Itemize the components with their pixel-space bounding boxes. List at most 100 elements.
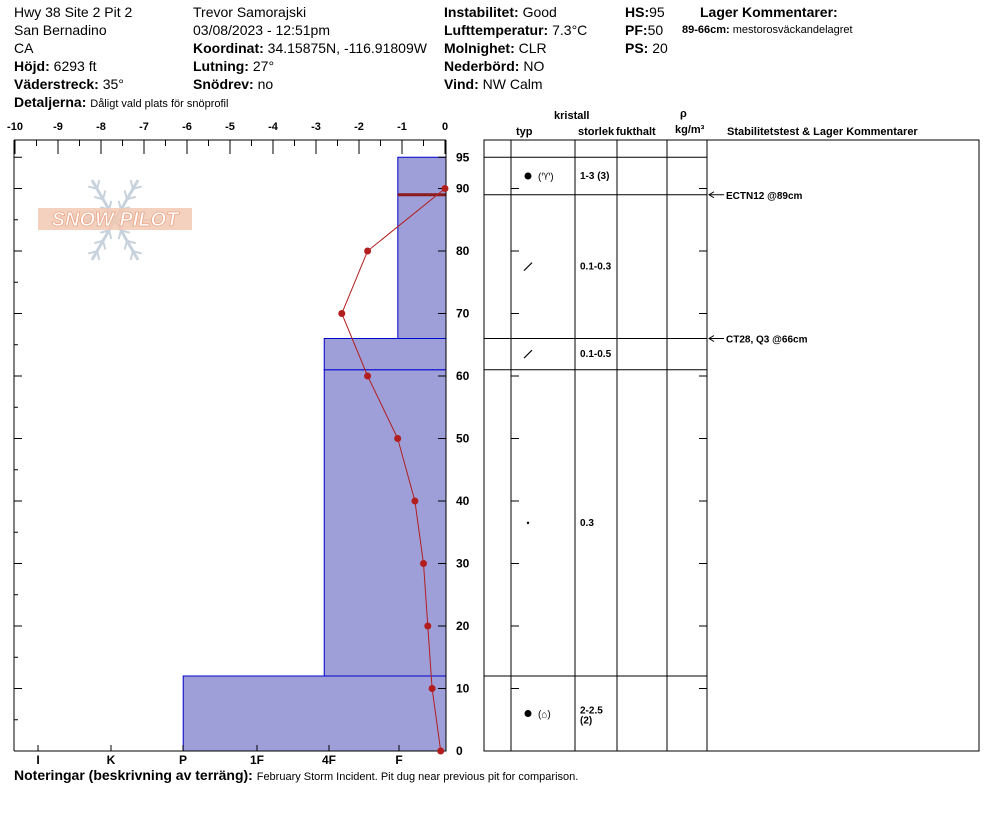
sky-label: Molnighet:	[444, 40, 515, 56]
aspect-label: Väderstreck:	[14, 76, 99, 92]
details-value: Dåligt vald plats för snöprofil	[90, 98, 229, 110]
snowflake-branch	[88, 185, 98, 190]
logo-text: SNOW PILOT	[52, 209, 180, 231]
temp-point	[364, 247, 372, 255]
snowflake-branch	[100, 229, 110, 234]
logo-band	[38, 208, 192, 230]
slope-value: 27°	[252, 58, 275, 74]
pf-label: PF:	[625, 22, 648, 38]
layer-comment-row: 89-66cm: mestorosväckandelagret	[682, 24, 853, 37]
height-tick-label: 90	[456, 182, 470, 196]
snowflake-branch	[108, 230, 113, 240]
temp-point	[428, 685, 436, 692]
snowflake-branch	[88, 250, 98, 255]
temp-tick-label: -8	[96, 121, 106, 133]
chart-frame: -10 -9 -8 -7 -6 -5 -4 -3 -2 -1 0010203040506070809…	[7, 121, 470, 767]
airtemp-label: Lufttemperatur:	[444, 22, 549, 38]
sky-value: CLR	[518, 40, 547, 56]
drift-row: Snödrev: no	[193, 76, 273, 92]
elevation-label: Höjd:	[14, 58, 50, 74]
stability-test-label: ECTN12 @89cm	[726, 191, 803, 202]
temp-tick-label: -4	[268, 121, 279, 133]
hardness-layer-2	[323, 338, 447, 371]
ps-row: PS: 20	[625, 40, 668, 56]
hardness-layer-0	[182, 675, 447, 752]
layer-comments-label: Lager Kommentarer:	[700, 4, 838, 20]
crystal-symbol	[524, 710, 532, 717]
pf-row: PF:50	[625, 22, 663, 38]
precip-row: Nederbörd: NO	[444, 58, 544, 74]
crystal-size: (2)	[580, 716, 592, 727]
height-tick-label: 50	[456, 432, 470, 446]
details-row: Detaljerna: Dåligt vald plats för snöpro…	[14, 94, 228, 111]
region: San Bernadino	[14, 22, 107, 38]
snowflake-branch	[129, 179, 134, 190]
precip-value: NO	[523, 58, 545, 74]
snowflake-branch	[117, 230, 122, 240]
crystal-secondary: (♈)	[538, 172, 554, 183]
snowflake-branch	[102, 240, 107, 250]
temp-point	[411, 497, 419, 505]
stability-arrow-head	[708, 335, 715, 342]
ps-value: 20	[652, 40, 668, 56]
col-density-unit: kg/m³	[675, 124, 705, 136]
stability-row: Instabilitet: Good	[444, 4, 557, 20]
stability-label: Instabilitet:	[444, 4, 519, 20]
layer-comment-range: 89-66cm:	[682, 24, 730, 36]
snowflake-branch	[126, 239, 136, 245]
hardness-label: 4F	[322, 753, 336, 767]
airtemp-row: Lufttemperatur: 7.3°C	[444, 22, 587, 38]
elevation-row: Höjd: 6293 ft	[14, 58, 96, 74]
temp-point	[394, 435, 402, 442]
temp-point	[437, 747, 445, 755]
temp-point	[441, 185, 449, 192]
snowflake-branch	[94, 195, 104, 201]
temp-tick-label: -7	[139, 121, 149, 133]
crystal-symbol	[526, 521, 530, 525]
pf-value: 50	[647, 22, 664, 38]
snowflake-branch	[132, 185, 142, 190]
height-tick-label: 30	[456, 557, 470, 571]
temp-tick-label: -2	[354, 121, 364, 133]
snowflake-branch	[120, 229, 130, 234]
col-type: typ	[516, 126, 533, 138]
snowflake-branch	[96, 179, 101, 190]
layer-table: (♈) 1-3 (3) 0.1-0.3 0.1-0.5 0.3 (⌂) 2-2.5(2) EC…	[483, 139, 980, 752]
crystal-size: 0.3	[580, 518, 594, 529]
coord-value: 34.15875N, -116.91809W	[267, 40, 427, 56]
airtemp-value: 7.3°C	[552, 22, 588, 38]
hardness-layers	[182, 156, 447, 752]
snowflake-branch	[102, 190, 107, 200]
snowflake-branch	[123, 240, 128, 250]
snowflake-branch	[129, 250, 134, 261]
hs-label: HS:	[625, 4, 650, 20]
stability-arrow-head	[708, 191, 715, 199]
hardness-label: F	[395, 753, 402, 767]
temp-point	[364, 372, 372, 380]
temp-point	[424, 622, 432, 630]
crystal-size: 2-2.5	[580, 706, 603, 717]
notes-label: Noteringar (beskrivning av terräng):	[14, 767, 253, 783]
hardness-label: I	[36, 753, 39, 767]
drift-value: no	[257, 76, 274, 92]
height-tick-label: 70	[456, 307, 470, 321]
hardness-label: P	[179, 753, 187, 767]
slope-label: Lutning:	[193, 58, 249, 74]
stability-test-label: CT28, Q3 @66cm	[726, 335, 808, 346]
crystal-size: 1-3 (3)	[580, 171, 609, 182]
crystal-symbol	[523, 262, 533, 272]
layer-comment-text: mestorosväckandelagret	[732, 24, 853, 36]
elevation-value: 6293 ft	[53, 58, 97, 74]
crystal-symbol	[524, 172, 532, 180]
details-label: Detaljerna:	[14, 94, 87, 110]
temp-point	[420, 560, 427, 567]
snowflake-branch	[132, 250, 142, 255]
temp-tick-label: -1	[397, 121, 407, 133]
height-tick-label: 80	[456, 244, 470, 258]
col-stability-tests: Stabilitetstest & Lager Kommentarer	[727, 126, 918, 138]
hs-row: HS:95	[625, 4, 665, 20]
snowflake-branch	[96, 250, 101, 261]
temp-tick-label: -3	[311, 121, 321, 133]
crystal-size: 0.1-0.3	[580, 262, 612, 273]
